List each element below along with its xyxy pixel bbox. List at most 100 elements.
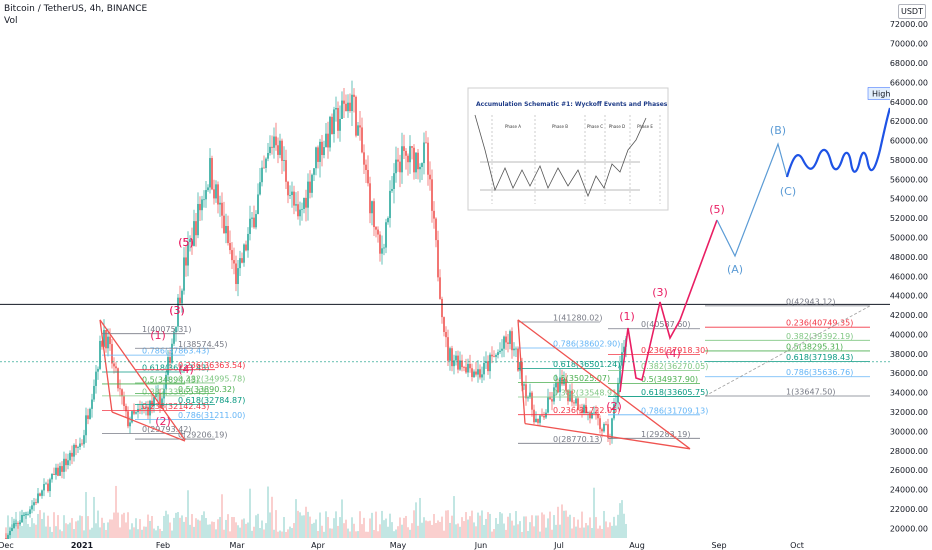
candle-body bbox=[349, 102, 351, 112]
candle-body bbox=[303, 197, 305, 209]
candle-body bbox=[475, 371, 477, 375]
candle-body bbox=[531, 392, 533, 410]
fib-level-label: 0.5(34894.43) bbox=[142, 375, 199, 384]
y-tick-label: 44000.00 bbox=[890, 292, 928, 301]
candle-body bbox=[243, 244, 245, 263]
candle-body bbox=[505, 336, 507, 343]
volume-bar bbox=[77, 520, 79, 538]
price-axis: 20000.00 22000.00 24000.00 26000.00 28000.00… bbox=[890, 0, 932, 540]
candle-body bbox=[103, 330, 105, 347]
volume-bar bbox=[579, 527, 581, 538]
candle-body bbox=[409, 146, 411, 163]
candle-body bbox=[35, 502, 37, 504]
volume-bar bbox=[575, 526, 577, 538]
volume-bar bbox=[401, 524, 403, 538]
candle-body bbox=[167, 357, 169, 375]
volume-bar bbox=[153, 528, 155, 538]
volume-bar bbox=[73, 529, 75, 538]
fib-level-label: 0.786(31211.00) bbox=[178, 411, 245, 420]
volume-bar bbox=[267, 486, 269, 538]
fib-trend-diagonal bbox=[704, 305, 871, 397]
x-tick-label: Apr bbox=[311, 541, 326, 550]
volume-bar bbox=[261, 520, 263, 538]
volume-bar bbox=[61, 531, 63, 538]
candle-body bbox=[501, 348, 503, 351]
volume-bar bbox=[161, 531, 163, 538]
candle-body bbox=[193, 221, 195, 246]
candle-body bbox=[617, 382, 619, 403]
fib-level-label: 0.382(36270.05) bbox=[641, 362, 708, 371]
volume-bar bbox=[349, 531, 351, 538]
volume-bar bbox=[123, 512, 125, 538]
wave-label: (C) bbox=[780, 185, 796, 198]
y-tick-label: 32000.00 bbox=[890, 408, 928, 417]
candle-body bbox=[333, 109, 335, 135]
volume-bar bbox=[235, 522, 237, 538]
candle-body bbox=[403, 146, 405, 151]
candle-body bbox=[27, 513, 29, 515]
volume-bar bbox=[615, 525, 617, 538]
volume-bar bbox=[107, 522, 109, 538]
wave-label: (4) bbox=[665, 347, 681, 360]
candle-body bbox=[225, 225, 227, 234]
volume-bar bbox=[213, 521, 215, 538]
fib-level-label: 0(42943.12) bbox=[786, 297, 836, 306]
candle-body bbox=[509, 331, 511, 344]
candle-body bbox=[449, 348, 451, 361]
candle-body bbox=[131, 411, 133, 423]
fib-level-label: 0.618(37198.43) bbox=[786, 353, 853, 362]
volume-bar bbox=[205, 518, 207, 538]
inset-phase-label: Phase E bbox=[637, 124, 653, 129]
abc-correction-path bbox=[716, 142, 788, 258]
candle-body bbox=[347, 102, 349, 112]
candle-body bbox=[95, 371, 97, 386]
candle-body bbox=[287, 181, 289, 196]
candle-body bbox=[327, 133, 329, 148]
candle-body bbox=[63, 458, 65, 472]
triangle-side-line bbox=[517, 319, 526, 424]
volume-bar bbox=[593, 487, 595, 538]
volume-bar bbox=[409, 529, 411, 538]
candle-body bbox=[117, 368, 119, 389]
volume-bar bbox=[625, 523, 627, 538]
candle-body bbox=[473, 371, 475, 378]
candle-body bbox=[75, 444, 77, 448]
inset-phase-label: Phase B bbox=[552, 124, 568, 129]
volume-bar bbox=[359, 511, 361, 538]
candle-body bbox=[407, 155, 409, 163]
volume-bar bbox=[619, 503, 621, 538]
candle-body bbox=[495, 355, 497, 357]
candle-body bbox=[305, 197, 307, 208]
candle-body bbox=[483, 362, 485, 375]
candle-body bbox=[497, 352, 499, 356]
volume-bar bbox=[7, 515, 9, 538]
volume-bar bbox=[419, 497, 421, 538]
candle-body bbox=[499, 350, 501, 353]
candle-body bbox=[285, 160, 287, 182]
candle-body bbox=[621, 352, 623, 366]
currency-button[interactable]: USDT bbox=[898, 4, 926, 19]
volume-bar bbox=[71, 518, 73, 538]
candle-body bbox=[595, 412, 597, 414]
volume-bar bbox=[175, 512, 177, 538]
candle-body bbox=[401, 146, 403, 173]
candle-body bbox=[173, 332, 175, 344]
y-tick-label: 42000.00 bbox=[890, 311, 928, 320]
volume-bar bbox=[257, 513, 259, 538]
x-tick-label: May bbox=[390, 541, 407, 550]
candle-body bbox=[175, 326, 177, 333]
volume-bar bbox=[379, 524, 381, 538]
wave-label: (5) bbox=[178, 236, 194, 249]
volume-bar bbox=[501, 513, 503, 538]
volume-bar bbox=[467, 519, 469, 538]
volume-bar bbox=[353, 523, 355, 538]
candle-body bbox=[73, 444, 75, 457]
candle-body bbox=[121, 389, 123, 397]
volume-bar bbox=[371, 512, 373, 538]
candle-body bbox=[43, 484, 45, 491]
volume-bar bbox=[561, 504, 563, 538]
volume-bar bbox=[113, 512, 115, 538]
y-tick-label: 36000.00 bbox=[890, 369, 928, 378]
candle-body bbox=[315, 147, 317, 169]
